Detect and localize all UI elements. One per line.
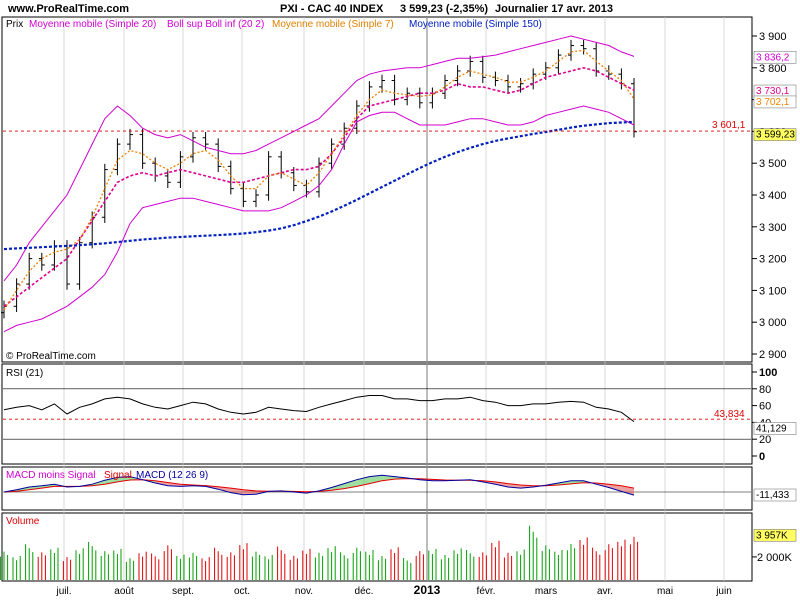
boll-upper-value-label: 3 836,2 bbox=[756, 52, 790, 63]
macd-histogram-fill bbox=[369, 475, 382, 484]
legend-sma7: Moyenne mobile (Simple 7) bbox=[272, 19, 394, 30]
x-tick-label: juil. bbox=[55, 586, 71, 597]
x-tick-label: 2013 bbox=[414, 583, 441, 597]
rsi-y-label: 100 bbox=[759, 367, 777, 379]
sma7-line bbox=[3, 49, 635, 310]
price-y-label: 3 800 bbox=[759, 63, 787, 75]
macd-histogram-fill bbox=[344, 479, 357, 489]
legend-macd-minus-signal: MACD moins Signal bbox=[6, 470, 95, 481]
macd-last-value-label: -11,433 bbox=[756, 490, 790, 501]
last-price-change: 3 599,23 (-2,35%) bbox=[400, 3, 488, 15]
macd-histogram-fill bbox=[167, 482, 181, 487]
price-y-label: 3 200 bbox=[759, 254, 787, 266]
macd-histogram-fill bbox=[621, 485, 634, 496]
bollinger-upper-line bbox=[3, 35, 635, 282]
macd-histogram-fill bbox=[117, 476, 130, 482]
rsi-line bbox=[3, 395, 635, 423]
rsi-y-label: 60 bbox=[759, 401, 771, 413]
x-tick-label: juin bbox=[715, 586, 732, 597]
volume-y-label: 2 000K bbox=[757, 552, 793, 564]
price-y-label: 2 900 bbox=[759, 349, 787, 361]
x-tick-label: sept. bbox=[172, 586, 194, 597]
macd-histogram-fill bbox=[495, 481, 508, 487]
period-label: Journalier 17 avr. 2013 bbox=[495, 3, 613, 15]
x-tick-label: mai bbox=[657, 586, 673, 597]
x-tick-label: avr. bbox=[597, 586, 613, 597]
price-y-label: 3 300 bbox=[759, 222, 787, 234]
legend-rsi: RSI (21) bbox=[6, 368, 43, 379]
legend-bollinger: Boll sup Boll inf (20 2) bbox=[167, 19, 264, 30]
volume-last-value-label: 3 957K bbox=[756, 530, 788, 541]
price-y-label: 3 400 bbox=[759, 190, 787, 202]
sma20-line bbox=[3, 66, 635, 307]
x-tick-label: déc. bbox=[355, 586, 374, 597]
last-price-value-label: 3 599,23 bbox=[756, 130, 795, 141]
price-y-label: 3 000 bbox=[759, 317, 787, 329]
sma7-value-label: 3 702,1 bbox=[756, 97, 790, 108]
volume-last-value-label-box bbox=[753, 529, 797, 542]
macd-histogram-fill bbox=[41, 484, 55, 489]
legend-price: Prix bbox=[6, 19, 23, 30]
x-tick-label: oct. bbox=[234, 586, 250, 597]
legend-volume: Volume bbox=[6, 516, 40, 527]
macd-histogram-fill bbox=[155, 480, 168, 486]
price-y-label: 3 500 bbox=[759, 158, 787, 170]
legend-signal: Signal bbox=[104, 470, 132, 481]
reference-value-label: 3 601,1 bbox=[712, 120, 746, 131]
price-y-label: 3 900 bbox=[759, 31, 787, 43]
x-tick-label: févr. bbox=[477, 586, 496, 597]
rsi-y-label: 0 bbox=[759, 451, 765, 463]
macd-last-value-label-box bbox=[753, 488, 797, 502]
macd-histogram-fill bbox=[571, 480, 584, 484]
legend-sma150: Moyenne mobile (Simple 150) bbox=[409, 19, 542, 30]
site-url[interactable]: www.ProRealTime.com bbox=[7, 3, 129, 15]
rsi-last-value-label: 41,129 bbox=[756, 423, 787, 434]
price-y-label: 3 100 bbox=[759, 285, 787, 297]
x-tick-label: mars bbox=[535, 586, 557, 597]
bollinger-lower-line bbox=[3, 105, 635, 333]
rsi-last-value-label-box bbox=[753, 422, 797, 435]
watermark: © ProRealTime.com bbox=[6, 351, 96, 362]
rsi-y-label: 80 bbox=[759, 384, 771, 396]
rsi-y-label: 20 bbox=[759, 434, 771, 446]
macd-line bbox=[3, 474, 635, 496]
rsi-reference-label: 43,834 bbox=[714, 409, 745, 420]
boll-upper-value-label-box bbox=[753, 50, 797, 64]
legend-sma20: Moyenne mobile (Simple 20) bbox=[29, 19, 156, 30]
last-price-value-label-box bbox=[753, 128, 797, 141]
instrument-title: PXI - CAC 40 INDEX bbox=[280, 3, 384, 15]
sma150-line bbox=[3, 120, 635, 251]
volume-panel bbox=[1, 512, 753, 582]
legend-macd: MACD (12 26 9) bbox=[136, 470, 208, 481]
sma20-value-label: 3 730,1 bbox=[756, 86, 790, 97]
sma7-value-label-box bbox=[753, 95, 797, 109]
rsi-panel bbox=[1, 363, 753, 465]
macd-histogram-fill bbox=[608, 484, 622, 492]
x-tick-label: août bbox=[114, 586, 134, 597]
x-tick-label: nov. bbox=[295, 586, 313, 597]
